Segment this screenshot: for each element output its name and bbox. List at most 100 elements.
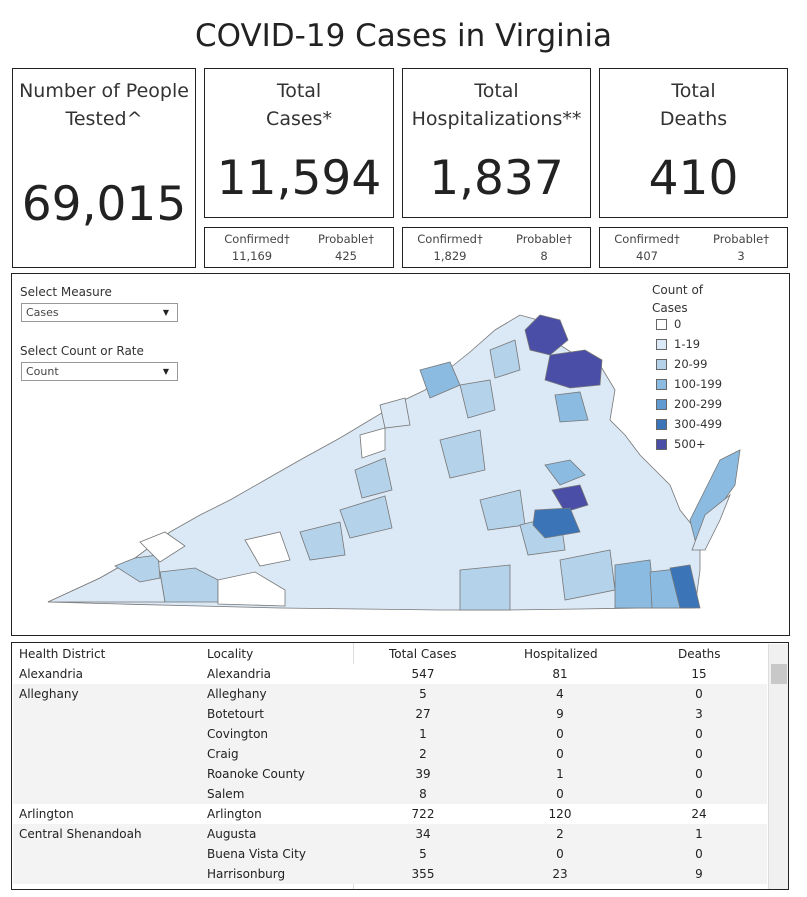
hospitalizations-label-1: Total [474, 80, 519, 102]
table-row[interactable]: Covington 1 0 0 [13, 724, 767, 744]
select-measure-label: Select Measure [20, 285, 112, 299]
hospitalizations-breakdown: Confirmed† Probable† 1,829 8 [402, 227, 591, 268]
table-row[interactable]: Botetourt 27 9 3 [13, 704, 767, 724]
hospitalizations-probable-value: 8 [540, 249, 548, 263]
tested-card: Number of People Tested^ 69,015 [12, 68, 196, 268]
cell-deaths: 0 [695, 847, 703, 861]
cases-probable-value: 425 [335, 249, 357, 263]
cell-cases: 34 [415, 827, 431, 841]
county-region [544, 459, 586, 486]
deaths-label-1: Total [671, 80, 716, 102]
legend-swatch [656, 339, 667, 350]
cases-probable-label: Probable† [318, 232, 374, 246]
table-row[interactable]: Alleghany Alleghany 5 4 0 [13, 684, 767, 704]
county-region [459, 564, 511, 611]
cell-locality: Alexandria [207, 667, 272, 681]
header-health-district[interactable]: Health District [19, 647, 106, 661]
hospitalizations-label-2: Hospitalizations** [411, 108, 582, 130]
cell-locality: Craig [207, 747, 239, 761]
legend-label: 100-199 [674, 377, 723, 391]
measure-dropdown[interactable]: Cases ▼ [21, 303, 178, 322]
county-region [532, 507, 581, 539]
table-row[interactable]: Central Shenandoah Augusta 34 2 1 [13, 824, 767, 844]
table-row[interactable]: Harrisonburg 355 23 9 [13, 864, 767, 884]
county-region [217, 571, 286, 607]
cell-hospitalized: 120 [548, 807, 572, 821]
county-region [359, 427, 386, 459]
cell-deaths: 24 [691, 807, 707, 821]
legend-label: 1-19 [674, 337, 701, 351]
cell-deaths: 0 [695, 747, 703, 761]
table-row[interactable]: Roanoke County 39 1 0 [13, 764, 767, 784]
table-row[interactable]: Buena Vista City 5 0 0 [13, 844, 767, 864]
hospitalizations-confirmed-value: 1,829 [433, 249, 467, 263]
table-row[interactable]: Salem 8 0 0 [13, 784, 767, 804]
virginia-map[interactable] [40, 310, 760, 615]
cell-hospitalized: 4 [556, 687, 564, 701]
chevron-down-icon: ▼ [162, 367, 169, 376]
cell-cases: 8 [419, 787, 427, 801]
cases-card: Total Cases* 11,594 [204, 68, 394, 218]
county-region [379, 397, 411, 429]
table-row[interactable]: Craig 2 0 0 [13, 744, 767, 764]
county-region [614, 559, 656, 609]
scrollbar-thumb[interactable] [771, 664, 787, 684]
cell-deaths: 3 [695, 707, 703, 721]
legend-title-line-2: Cases [652, 301, 688, 315]
legend-swatch [656, 359, 667, 370]
cell-locality: Arlington [207, 807, 262, 821]
hospitalizations-card: Total Hospitalizations** 1,837 [402, 68, 591, 218]
tested-value: 69,015 [21, 177, 187, 232]
county-region [489, 339, 521, 379]
table-scrollbar[interactable] [768, 644, 788, 889]
cases-breakdown: Confirmed† Probable† 11,169 425 [204, 227, 394, 268]
cell-deaths: 0 [695, 727, 703, 741]
legend-swatch [656, 439, 667, 450]
cell-cases: 1 [419, 727, 427, 741]
legend-swatch [656, 419, 667, 430]
cases-confirmed-label: Confirmed† [224, 232, 290, 246]
cell-district: Arlington [19, 807, 74, 821]
legend-label: 20-99 [674, 357, 708, 371]
deaths-probable-label: Probable† [713, 232, 769, 246]
deaths-breakdown: Confirmed† Probable† 407 3 [599, 227, 788, 268]
county-region [691, 493, 731, 551]
cell-deaths: 9 [695, 867, 703, 881]
table-row[interactable]: Alexandria Alexandria 547 81 15 [13, 664, 767, 684]
header-hospitalized[interactable]: Hospitalized [524, 647, 598, 661]
cell-locality: Botetourt [207, 707, 264, 721]
header-deaths[interactable]: Deaths [678, 647, 721, 661]
county-region [551, 484, 589, 513]
cases-label-1: Total [276, 80, 322, 102]
header-locality[interactable]: Locality [207, 647, 254, 661]
tested-label-1: Number of People [19, 80, 189, 102]
cell-locality: Covington [207, 727, 269, 741]
cases-table[interactable]: Health District Locality Total Cases Hos… [11, 642, 789, 890]
rate-dropdown[interactable]: Count ▼ [21, 362, 178, 381]
county-region [439, 429, 486, 479]
legend-swatch [656, 379, 667, 390]
cell-deaths: 0 [695, 687, 703, 701]
cell-hospitalized: 0 [556, 787, 564, 801]
county-region [669, 564, 701, 609]
cell-deaths: 1 [695, 827, 703, 841]
hospitalizations-value: 1,837 [429, 151, 564, 206]
cell-cases: 27 [415, 707, 431, 721]
legend-swatch [656, 319, 667, 330]
table-row[interactable]: Arlington Arlington 722 120 24 [13, 804, 767, 824]
deaths-confirmed-value: 407 [636, 249, 658, 263]
chevron-down-icon: ▼ [162, 308, 169, 317]
hospitalizations-confirmed-label: Confirmed† [417, 232, 483, 246]
cases-value: 11,594 [216, 151, 382, 206]
cell-cases: 722 [411, 807, 435, 821]
county-region [339, 495, 393, 539]
legend-label: 0 [674, 317, 682, 331]
cell-district: Central Shenandoah [19, 827, 142, 841]
county-region [139, 531, 186, 563]
measure-dropdown-value: Cases [26, 306, 59, 319]
header-total-cases[interactable]: Total Cases [389, 647, 457, 661]
cell-hospitalized: 1 [556, 767, 564, 781]
cell-cases: 5 [419, 847, 427, 861]
legend-label: 200-299 [674, 397, 723, 411]
cell-hospitalized: 0 [556, 747, 564, 761]
